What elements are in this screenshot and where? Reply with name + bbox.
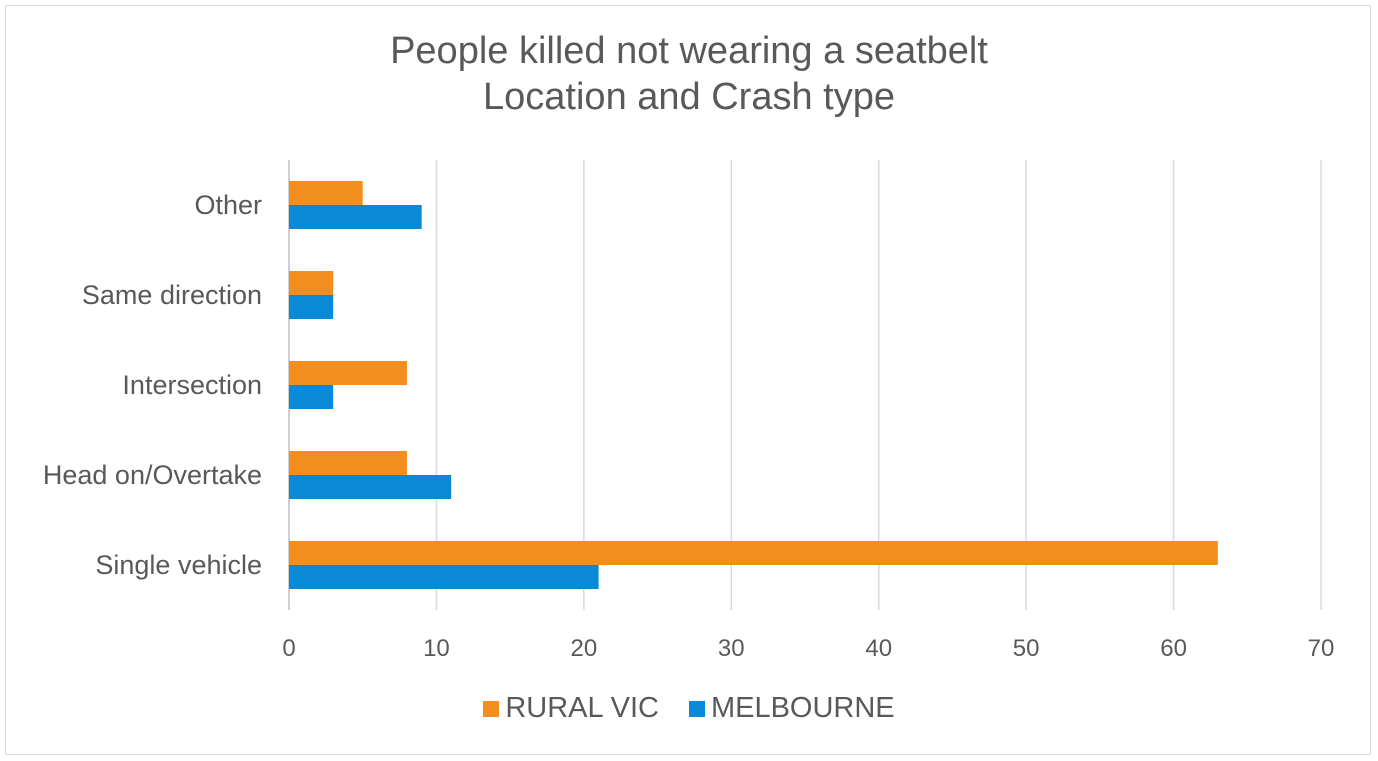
chart-title: People killed not wearing a seatbelt Loc…: [0, 28, 1378, 120]
legend-label-rural-vic: RURAL VIC: [505, 692, 659, 724]
x-axis-ticks: 0 10 20 30 40 50 60 70: [282, 635, 1334, 662]
bars: [289, 181, 1218, 589]
y-category-label: Other: [194, 190, 262, 220]
legend-swatch-rural-vic: [483, 700, 500, 717]
bar-melbourne: [289, 475, 452, 499]
bar-melbourne: [289, 565, 599, 589]
legend-swatch-melbourne: [688, 700, 705, 717]
gridlines: [288, 160, 1322, 610]
x-tick-label: 0: [282, 635, 295, 662]
x-tick-label: 60: [1160, 635, 1187, 662]
chart-frame: [5, 5, 1371, 755]
x-tick-label: 40: [865, 635, 892, 662]
x-tick-label: 20: [571, 635, 598, 662]
bar-rural-vic: [289, 541, 1218, 565]
bar-rural-vic: [289, 361, 407, 385]
x-tick-label: 70: [1308, 635, 1335, 662]
y-category-label: Intersection: [122, 370, 262, 400]
x-tick-label: 50: [1013, 635, 1040, 662]
legend-item-rural-vic: RURAL VIC: [483, 692, 659, 725]
bar-rural-vic: [289, 451, 407, 475]
chart-title-line-1: People killed not wearing a seatbelt: [390, 30, 988, 72]
y-category-label: Single vehicle: [95, 550, 262, 580]
x-tick-label: 10: [423, 635, 450, 662]
legend-label-melbourne: MELBOURNE: [710, 692, 895, 724]
bar-melbourne: [289, 385, 334, 409]
bar-melbourne: [289, 295, 334, 319]
legend: RURAL VIC MELBOURNE: [0, 692, 1378, 725]
legend-item-melbourne: MELBOURNE: [688, 692, 895, 725]
y-axis-category-labels: Single vehicle Head on/Overtake Intersecti…: [43, 190, 262, 580]
bar-rural-vic: [289, 271, 334, 295]
y-category-label: Same direction: [82, 280, 262, 310]
y-category-label: Head on/Overtake: [43, 460, 262, 490]
x-tick-label: 30: [718, 635, 745, 662]
bar-rural-vic: [289, 181, 363, 205]
bar-melbourne: [289, 205, 422, 229]
chart-title-line-2: Location and Crash type: [483, 76, 895, 118]
